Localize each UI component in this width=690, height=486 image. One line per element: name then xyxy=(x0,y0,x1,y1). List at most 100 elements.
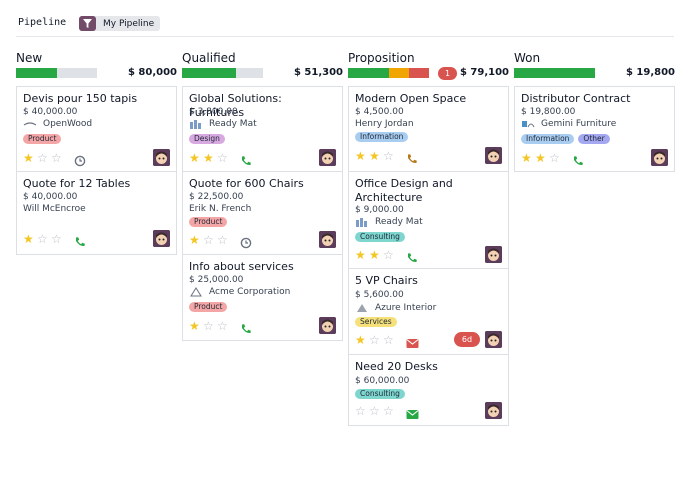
star-icon[interactable]: ☆ xyxy=(369,333,380,347)
column-progressbar[interactable] xyxy=(182,68,263,78)
star-icon[interactable]: ★ xyxy=(355,248,366,262)
progress-segment-green[interactable] xyxy=(348,68,389,78)
card-title: Modern Open Space xyxy=(355,92,467,105)
kanban-card[interactable]: Devis pour 150 tapis $ 40,000.00 OpenWoo… xyxy=(16,86,177,172)
star-icon[interactable]: ★ xyxy=(521,151,532,165)
star-icon[interactable]: ★ xyxy=(355,333,366,347)
avatar[interactable] xyxy=(319,149,336,166)
star-icon[interactable]: ★ xyxy=(535,151,546,165)
avatar[interactable] xyxy=(651,149,668,166)
column-title[interactable]: Proposition xyxy=(348,51,415,65)
phone-icon[interactable] xyxy=(240,152,252,166)
card-tags: Services xyxy=(355,317,397,327)
overdue-count-badge[interactable]: 1 xyxy=(438,67,457,80)
star-icon[interactable]: ★ xyxy=(203,151,214,165)
progress-segment-orange[interactable] xyxy=(389,68,409,78)
card-title: Distributor Contract xyxy=(521,92,631,105)
star-icon[interactable]: ☆ xyxy=(203,233,214,247)
avatar[interactable] xyxy=(485,402,502,419)
kanban-card[interactable]: Quote for 600 Chairs $ 22,500.00 Erik N.… xyxy=(182,172,343,255)
kanban-card[interactable]: 5 VP Chairs $ 5,600.00 Azure Interior Se… xyxy=(348,269,509,355)
star-icon[interactable]: ★ xyxy=(369,248,380,262)
star-icon[interactable]: ☆ xyxy=(217,319,228,333)
column-title[interactable]: New xyxy=(16,51,43,65)
avatar[interactable] xyxy=(485,331,502,348)
column-progressbar[interactable] xyxy=(348,68,429,78)
priority-stars[interactable]: ☆ ☆ ☆ xyxy=(355,404,397,418)
kanban-card[interactable]: Global Solutions: Furnitures $ 3,800.00 … xyxy=(182,86,343,172)
avatar[interactable] xyxy=(319,317,336,334)
star-icon[interactable]: ★ xyxy=(355,149,366,163)
phone-icon[interactable] xyxy=(406,150,418,164)
phone-icon[interactable] xyxy=(74,233,86,247)
star-icon[interactable]: ☆ xyxy=(383,149,394,163)
column-title[interactable]: Qualified xyxy=(182,51,236,65)
card-amount: $ 22,500.00 xyxy=(189,192,244,202)
priority-stars[interactable]: ★ ☆ ☆ xyxy=(23,151,65,165)
column-title[interactable]: Won xyxy=(514,51,541,65)
star-icon[interactable]: ☆ xyxy=(355,404,366,418)
column-progressbar[interactable] xyxy=(16,68,97,78)
tag-badge: Information xyxy=(521,134,575,144)
priority-stars[interactable]: ★ ☆ ☆ xyxy=(23,232,65,246)
avatar[interactable] xyxy=(319,231,336,248)
progress-segment-red[interactable] xyxy=(409,68,429,78)
overdue-badge[interactable]: 6d xyxy=(454,332,480,347)
star-icon[interactable]: ☆ xyxy=(203,319,214,333)
column-progressbar[interactable] xyxy=(514,68,595,78)
envelope-icon[interactable] xyxy=(406,405,419,419)
avatar[interactable] xyxy=(153,230,170,247)
priority-stars[interactable]: ★ ★ ☆ xyxy=(355,149,397,163)
clock-icon[interactable] xyxy=(240,234,252,249)
star-icon[interactable]: ☆ xyxy=(383,333,394,347)
priority-stars[interactable]: ★ ☆ ☆ xyxy=(189,319,231,333)
priority-stars[interactable]: ★ ★ ☆ xyxy=(521,151,563,165)
kanban-card[interactable]: Info about services $ 25,000.00 Acme Cor… xyxy=(182,255,343,341)
priority-stars[interactable]: ★ ★ ☆ xyxy=(355,248,397,262)
kanban-card[interactable]: Office Design and Architecture $ 9,000.0… xyxy=(348,172,509,269)
star-icon[interactable]: ☆ xyxy=(37,151,48,165)
progress-segment-green[interactable] xyxy=(182,68,236,78)
star-icon[interactable]: ★ xyxy=(23,232,34,246)
star-icon[interactable]: ☆ xyxy=(51,151,62,165)
star-icon[interactable]: ☆ xyxy=(549,151,560,165)
star-icon[interactable]: ★ xyxy=(189,319,200,333)
phone-icon[interactable] xyxy=(240,320,252,334)
star-icon[interactable]: ☆ xyxy=(217,151,228,165)
phone-icon[interactable] xyxy=(572,152,584,166)
card-footer: ★ ★ ☆ xyxy=(355,246,502,264)
kanban-card[interactable]: Distributor Contract $ 19,800.00 Gemini … xyxy=(514,86,675,172)
priority-stars[interactable]: ★ ★ ☆ xyxy=(189,151,231,165)
priority-stars[interactable]: ★ ☆ ☆ xyxy=(189,233,231,247)
avatar[interactable] xyxy=(485,246,502,263)
priority-stars[interactable]: ★ ☆ ☆ xyxy=(355,333,397,347)
card-tags: Product xyxy=(23,134,62,144)
card-amount: $ 25,000.00 xyxy=(189,275,244,285)
tag-badge: Product xyxy=(189,217,228,227)
star-icon[interactable]: ☆ xyxy=(383,404,394,418)
avatar[interactable] xyxy=(485,147,502,164)
star-icon[interactable]: ☆ xyxy=(37,232,48,246)
progress-segment-green[interactable] xyxy=(16,68,57,78)
star-icon[interactable]: ☆ xyxy=(369,404,380,418)
breadcrumb[interactable]: Pipeline xyxy=(18,17,67,28)
star-icon[interactable]: ☆ xyxy=(51,232,62,246)
envelope-icon[interactable] xyxy=(406,334,419,348)
phone-icon[interactable] xyxy=(406,249,418,263)
card-footer: ☆ ☆ ☆ xyxy=(355,402,502,420)
filter-facet[interactable]: My Pipeline xyxy=(79,16,161,31)
star-icon[interactable]: ★ xyxy=(189,233,200,247)
card-amount: $ 40,000.00 xyxy=(23,192,78,202)
star-icon[interactable]: ★ xyxy=(23,151,34,165)
star-icon[interactable]: ☆ xyxy=(217,233,228,247)
progress-segment-green[interactable] xyxy=(514,68,595,78)
kanban-card[interactable]: Quote for 12 Tables $ 40,000.00 Will McE… xyxy=(16,172,177,255)
kanban-card[interactable]: Need 20 Desks $ 60,000.00 Consulting ☆ ☆ ☆ xyxy=(348,355,509,426)
kanban-card[interactable]: Modern Open Space $ 4,500.00 Henry Jorda… xyxy=(348,86,509,172)
star-icon[interactable]: ★ xyxy=(369,149,380,163)
star-icon[interactable]: ☆ xyxy=(383,248,394,262)
card-footer: ★ ☆ ☆ xyxy=(23,149,170,167)
star-icon[interactable]: ★ xyxy=(189,151,200,165)
avatar[interactable] xyxy=(153,149,170,166)
clock-icon[interactable] xyxy=(74,152,86,167)
